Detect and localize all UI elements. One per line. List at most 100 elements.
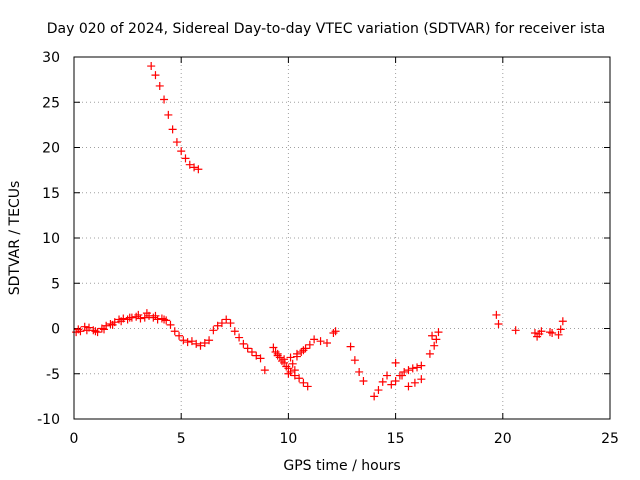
data-point: [142, 309, 151, 318]
data-point: [222, 315, 231, 324]
data-point: [331, 327, 340, 336]
y-tick-label: 5: [51, 276, 60, 292]
data-point: [168, 125, 177, 134]
data-point: [117, 317, 126, 326]
data-point: [134, 310, 143, 319]
data-point: [404, 382, 413, 391]
data-point: [205, 336, 214, 345]
data-point: [140, 313, 149, 322]
data-point: [273, 351, 282, 360]
data-point: [166, 320, 175, 329]
data-point: [359, 376, 368, 385]
data-point: [175, 331, 184, 340]
axis-ticks: 0 5 10 15 20 25 -10 -5 0 5 10 15 20 25 30: [37, 50, 619, 447]
data-point: [413, 363, 422, 372]
data-point: [295, 374, 304, 383]
data-point: [256, 354, 265, 363]
data-point: [410, 378, 419, 387]
data-point: [346, 342, 355, 351]
data-point: [370, 392, 379, 401]
data-point: [209, 326, 218, 335]
data-point: [290, 366, 299, 375]
x-tick-label: 0: [70, 431, 79, 447]
data-point: [350, 356, 359, 365]
data-point: [408, 364, 417, 373]
data-point: [160, 315, 169, 324]
data-point: [160, 95, 169, 104]
y-tick-label: 25: [42, 95, 60, 111]
data-point: [432, 335, 441, 344]
x-tick-label: 20: [494, 431, 512, 447]
data-point: [260, 366, 269, 375]
data-point: [417, 375, 426, 384]
chart-title: Day 020 of 2024, Sidereal Day-to-day VTE…: [47, 21, 605, 37]
data-point: [179, 336, 188, 345]
data-points: [72, 62, 567, 401]
data-point: [378, 377, 387, 386]
data-point: [391, 376, 400, 385]
y-tick-label: 10: [42, 231, 60, 247]
data-point: [305, 340, 314, 349]
grid-layer: [74, 57, 610, 419]
data-point: [172, 138, 181, 147]
data-point: [170, 327, 179, 336]
data-point: [151, 71, 160, 80]
data-point: [181, 154, 190, 163]
data-point: [303, 382, 312, 391]
data-point: [108, 320, 117, 329]
data-point: [292, 349, 301, 358]
y-tick-label: 30: [42, 50, 60, 66]
data-point: [310, 335, 319, 344]
data-point: [391, 358, 400, 367]
x-tick-label: 15: [387, 431, 405, 447]
data-point: [183, 338, 192, 347]
data-point: [177, 147, 186, 156]
data-point: [316, 337, 325, 346]
data-point: [187, 337, 196, 346]
y-tick-label: 0: [51, 322, 60, 338]
data-point: [230, 327, 239, 336]
data-point: [200, 338, 209, 347]
data-point: [213, 321, 222, 330]
y-tick-label: -5: [46, 367, 60, 383]
data-point: [235, 333, 244, 342]
x-tick-label: 5: [177, 431, 186, 447]
data-point: [269, 343, 278, 352]
data-point: [190, 163, 199, 172]
data-point: [125, 313, 134, 322]
data-point: [239, 339, 248, 348]
data-point: [537, 327, 546, 336]
y-axis-label: SDTVAR / TECUs: [7, 181, 23, 296]
data-point: [91, 327, 100, 336]
data-point: [558, 317, 567, 326]
data-point: [299, 346, 308, 355]
data-point: [243, 344, 252, 353]
data-point: [548, 329, 557, 338]
data-point: [147, 62, 156, 71]
data-point: [425, 349, 434, 358]
data-point: [383, 371, 392, 380]
data-point: [196, 341, 205, 350]
x-tick-label: 25: [601, 431, 619, 447]
data-point: [226, 319, 235, 328]
data-point: [374, 386, 383, 395]
x-axis-label: GPS time / hours: [283, 458, 400, 474]
data-point: [387, 380, 396, 389]
data-point: [155, 81, 164, 90]
data-point: [428, 331, 437, 340]
data-point: [151, 311, 160, 320]
data-point: [286, 353, 295, 362]
data-point: [82, 326, 91, 335]
data-point: [492, 310, 501, 319]
data-point: [100, 325, 109, 334]
data-point: [494, 319, 503, 328]
data-point: [430, 341, 439, 350]
data-point: [194, 165, 203, 174]
data-point: [398, 371, 407, 380]
data-point: [355, 367, 364, 376]
data-point: [185, 160, 194, 169]
data-point: [284, 369, 293, 378]
plot-frame: [73, 56, 611, 420]
